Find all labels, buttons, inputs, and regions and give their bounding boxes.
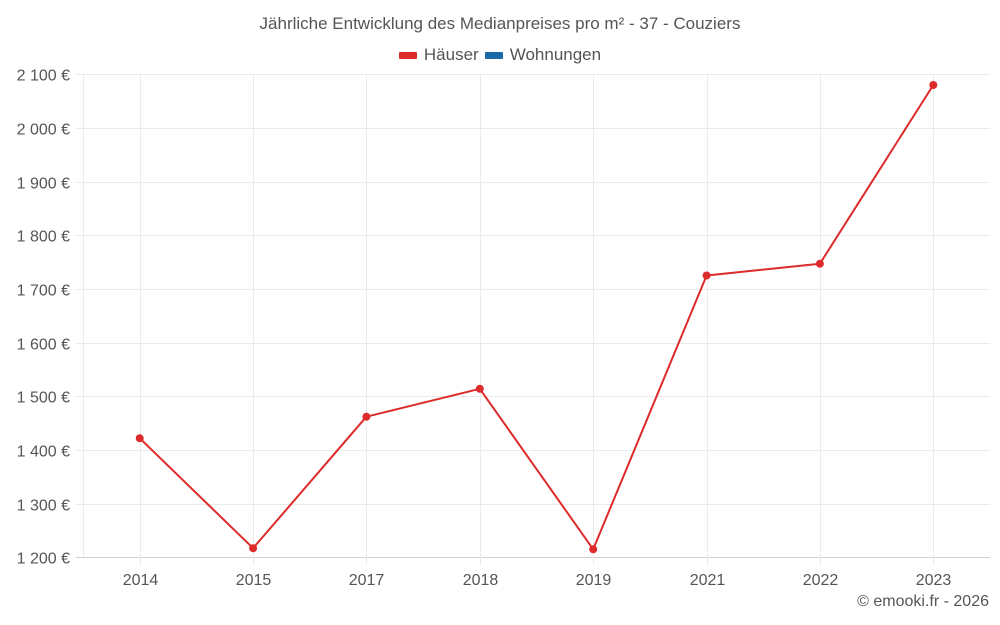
data-point: [815, 259, 824, 268]
x-tick-label: 2022: [803, 572, 839, 589]
chart-title: Jährliche Entwicklung des Medianpreises …: [259, 14, 741, 33]
x-tick-label: 2021: [690, 572, 726, 589]
x-tick-label: 2017: [349, 572, 385, 589]
legend-item-wohnungen[interactable]: Wohnungen: [484, 45, 602, 65]
data-point: [589, 545, 598, 554]
x-tick-label: 2018: [463, 572, 499, 589]
legend-label-haeuser: Häuser: [423, 45, 479, 64]
y-tick-label: 1 900 €: [17, 176, 70, 193]
legend-item-haeuser[interactable]: Häuser: [398, 45, 479, 65]
series-haeuser: [135, 81, 938, 554]
y-tick-label: 1 700 €: [17, 283, 70, 300]
y-tick-label: 1 800 €: [17, 229, 70, 246]
x-tick-label: 2019: [576, 572, 612, 589]
y-tick-label: 1 300 €: [17, 498, 70, 515]
y-tick-label: 2 100 €: [17, 68, 70, 85]
series-line: [139, 84, 935, 551]
y-tick-label: 1 600 €: [17, 337, 70, 354]
data-point: [362, 412, 371, 421]
legend-swatch-haeuser: [398, 51, 417, 59]
data-point: [475, 384, 484, 393]
y-tick-label: 1 400 €: [17, 444, 70, 461]
legend: Häuser Wohnungen: [0, 45, 1000, 65]
x-tick-label: 2015: [236, 572, 272, 589]
x-axis: 2014 2015 2017 2018 2019 2021 2022 2023: [123, 572, 952, 589]
data-point: [702, 271, 711, 280]
y-tick-label: 1 200 €: [17, 551, 70, 568]
y-tick-label: 1 500 €: [17, 390, 70, 407]
grid-lines: [76, 74, 990, 566]
data-point: [135, 434, 144, 443]
data-point: [249, 544, 258, 553]
credit-text: © emooki.fr - 2026: [857, 593, 989, 610]
y-tick-label: 2 000 €: [17, 122, 70, 139]
y-axis: 1 200 € 1 300 € 1 400 € 1 500 € 1 600 € 1 700…: [17, 68, 70, 568]
x-tick-label: 2023: [916, 572, 952, 589]
x-tick-label: 2014: [123, 572, 159, 589]
data-point: [929, 81, 938, 89]
legend-label-wohnungen: Wohnungen: [509, 45, 602, 64]
legend-swatch-wohnungen: [484, 51, 503, 59]
